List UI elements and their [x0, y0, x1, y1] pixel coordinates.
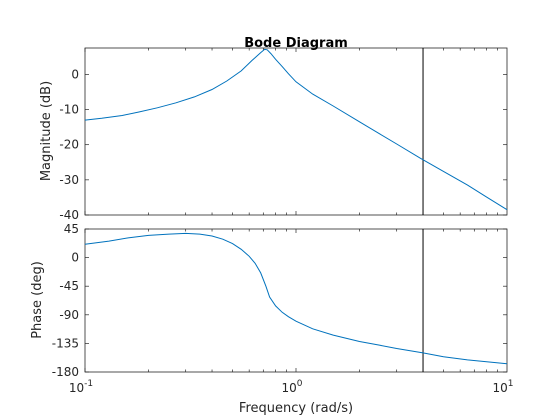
phase-xtick-label: 10-1: [69, 379, 93, 395]
phase-panel: 45 0 -45 -90 -135 -180 10-1 100 101 Frequency (…: [30, 222, 514, 416]
magnitude-series: [84, 48, 508, 211]
magnitude-axes-box: [84, 47, 508, 216]
phase-series-line: [84, 232, 508, 365]
magnitude-ytick-label: -10: [59, 103, 79, 117]
phase-ytick-labels: 45 0 -45 -90 -135 -180: [52, 222, 79, 379]
phase-xlabel: Frequency (rad/s): [239, 401, 353, 416]
magnitude-ylabel: Magnitude (dB): [39, 81, 54, 181]
magnitude-ytick-label: -30: [59, 173, 79, 187]
magnitude-panel: 0 -10 -20 -30 -40 Bode Diagram Magnitude (dB…: [39, 36, 508, 222]
phase-ytick-label: -90: [59, 308, 79, 322]
magnitude-ytick-label: -20: [59, 138, 79, 152]
chart-title: Bode Diagram: [244, 36, 348, 51]
magnitude-ytick-label: 0: [71, 67, 79, 81]
phase-ytick-label: -180: [52, 365, 79, 379]
phase-ytick-label: 45: [64, 222, 79, 236]
magnitude-ytick-labels: 0 -10 -20 -30 -40: [59, 67, 79, 222]
magnitude-series-line: [84, 48, 508, 211]
phase-ytick-label: -135: [52, 336, 79, 350]
phase-ytick-label: -45: [59, 279, 79, 293]
phase-ylabel: Phase (deg): [30, 261, 45, 339]
phase-xtick-labels: 10-1 100 101: [69, 379, 514, 395]
phase-series: [84, 232, 508, 365]
magnitude-ytick-label: -40: [59, 208, 79, 222]
phase-ytick-label: 0: [71, 251, 79, 265]
phase-xtick-label: 101: [492, 379, 513, 395]
phase-xtick-label: 100: [281, 379, 302, 395]
phase-axes-box: [84, 228, 508, 373]
magnitude-ticks: [84, 48, 507, 216]
